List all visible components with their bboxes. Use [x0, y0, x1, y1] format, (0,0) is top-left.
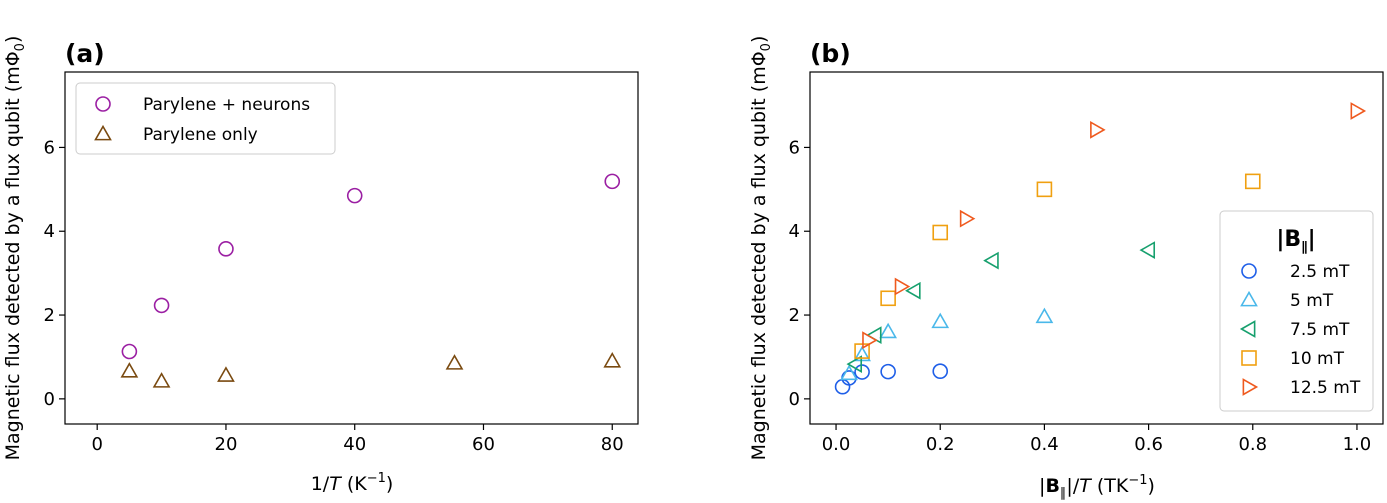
legend-marker-triangle-up [1240, 290, 1258, 307]
y-tick-label: 4 [789, 221, 800, 242]
x-tick-label: 80 [601, 434, 624, 455]
data-point [983, 251, 999, 270]
data-point [931, 312, 950, 329]
panel-a-yticks: 0 2 4 6 [44, 137, 65, 410]
y-tick-label: 2 [44, 305, 55, 326]
x-tick-label: 0.6 [1134, 434, 1163, 455]
data-point [880, 290, 896, 307]
data-point [218, 241, 234, 257]
legend-marker [1239, 320, 1256, 338]
legend-marker [94, 124, 112, 141]
data-point [1350, 102, 1367, 120]
x-tick-label: 0.0 [822, 434, 851, 455]
panel-b-x-axis-label: |B∥|/T (TK−1) [1039, 473, 1155, 501]
data-point [840, 364, 858, 381]
panel-a-y-axis-label: Magnetic flux detected by a flux qubit (… [2, 36, 28, 461]
panel-b-frame [809, 71, 1384, 425]
data-point [846, 355, 863, 373]
x-tick-label: 40 [343, 434, 366, 455]
panel-b: (b) 0.0 0.2 0.4 0.6 0.8 1.0 0 2 4 6 |B∥|/T (TK−1… [748, 36, 1384, 501]
data-point [959, 209, 976, 228]
data-point [153, 297, 170, 314]
panel-a-x-axis-label: 1/T (K−1) [311, 471, 394, 495]
x-tick-label: 0.8 [1238, 434, 1267, 455]
data-point [346, 187, 363, 204]
data-point [1244, 173, 1261, 190]
legend-marker [1241, 263, 1257, 279]
y-tick-label: 0 [789, 389, 800, 410]
x-tick-label: 60 [472, 434, 495, 455]
legend-marker-triangle-right [1242, 378, 1259, 396]
legend-label-12-5mt: 12.5 mT [1290, 378, 1361, 398]
panel-a-legend: Parylene + neurons Parylene only [75, 82, 336, 155]
panel-a-label: (a) [65, 39, 105, 68]
legend-marker [95, 96, 111, 112]
panel-a-frame [64, 71, 639, 425]
y-tick-label: 2 [789, 305, 800, 326]
legend-marker [1242, 378, 1259, 396]
data-point [932, 363, 949, 380]
panel-a: (a) 0 20 40 60 80 0 2 4 6 1/T (K−1) Magnetic fl… [2, 36, 639, 495]
data-point [120, 362, 139, 378]
panel-b-legend-box [1219, 210, 1374, 412]
legend-label-2-5mt: 2.5 mT [1290, 262, 1350, 282]
legend-title: |B∥| [1276, 227, 1315, 255]
legend-marker-circle [95, 96, 111, 112]
data-point [1090, 120, 1106, 139]
panel-b-legend: |B∥| 2.5 mT 5 mT 7.5 mT 10 mT 12.5 mT [1219, 210, 1374, 412]
legend-label-5mt: 5 mT [1290, 291, 1334, 311]
panel-a-xticks: 0 20 40 60 80 [91, 424, 624, 455]
legend-marker-square [1241, 350, 1257, 366]
data-point [1139, 241, 1156, 259]
x-tick-label: 0.4 [1030, 434, 1059, 455]
data-point [121, 343, 138, 360]
data-point [152, 372, 171, 388]
data-point [905, 281, 921, 300]
y-tick-label: 4 [44, 221, 55, 242]
y-tick-label: 6 [44, 137, 55, 158]
data-point [604, 173, 621, 190]
panel-b-y-axis-label: Magnetic flux detected by a flux qubit (… [748, 36, 774, 461]
legend-label-parylene-neurons: Parylene + neurons [143, 95, 310, 115]
data-point [603, 352, 622, 368]
legend-marker [1240, 290, 1258, 307]
data-point [854, 364, 870, 380]
data-point [1035, 307, 1054, 324]
panel-b-yticks: 0 2 4 6 [789, 137, 810, 410]
y-tick-label: 6 [789, 137, 800, 158]
legend-marker-triangle-left [1239, 320, 1256, 338]
panel-a-legend-box [75, 82, 336, 155]
panel-b-xticks: 0.0 0.2 0.4 0.6 0.8 1.0 [822, 424, 1372, 455]
legend-label-7-5mt: 7.5 mT [1290, 320, 1350, 340]
data-point [880, 363, 896, 380]
data-point [894, 277, 911, 296]
panel-b-data [834, 102, 1367, 395]
data-point [854, 343, 870, 359]
data-point [879, 322, 898, 339]
data-point [862, 331, 878, 350]
data-point [445, 354, 464, 370]
x-tick-label: 1.0 [1343, 434, 1372, 455]
x-tick-label: 0 [91, 434, 102, 455]
panel-b-label: (b) [810, 39, 851, 68]
panel-a-data [120, 173, 622, 388]
x-tick-label: 0.2 [926, 434, 955, 455]
y-tick-label: 0 [44, 389, 55, 410]
legend-marker-circle [1241, 263, 1257, 279]
data-point [932, 224, 949, 241]
legend-label-parylene-only: Parylene only [143, 125, 258, 145]
data-point [217, 366, 235, 382]
x-tick-label: 20 [215, 434, 238, 455]
data-point [853, 345, 871, 362]
legend-marker [1241, 350, 1257, 366]
data-point [1036, 181, 1053, 198]
legend-marker-triangle [94, 124, 112, 141]
legend-label-10mt: 10 mT [1290, 349, 1345, 369]
